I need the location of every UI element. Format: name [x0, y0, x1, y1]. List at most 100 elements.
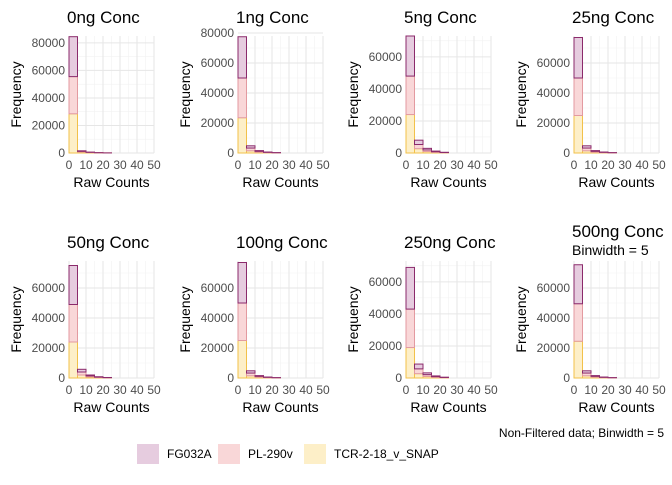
legend-swatch — [304, 444, 326, 464]
y-tick-label: 20000 — [369, 339, 403, 353]
histogram-bar — [415, 149, 424, 153]
x-tick-label: 40 — [467, 158, 481, 172]
x-tick-label: 50 — [484, 383, 498, 397]
x-tick-label: 30 — [113, 158, 127, 172]
histogram-bar — [69, 342, 78, 378]
y-tick-label: 40000 — [32, 311, 66, 325]
x-tick-label: 10 — [584, 383, 598, 397]
x-axis-title: Raw Counts — [410, 174, 486, 190]
x-tick-label: 30 — [618, 383, 632, 397]
histogram-bar — [415, 364, 424, 369]
histogram-bar — [247, 371, 256, 373]
facet-title: 0ng Conc — [67, 8, 140, 27]
x-tick-label: 10 — [416, 158, 430, 172]
histogram-bar — [406, 348, 415, 378]
histogram-bar — [423, 148, 432, 150]
x-axis-title: Raw Counts — [410, 399, 486, 415]
histogram-bar — [574, 116, 583, 154]
histogram-bar — [574, 265, 583, 304]
x-tick-label: 20 — [265, 158, 279, 172]
y-tick-label: 40000 — [537, 86, 571, 100]
histogram-bar — [247, 146, 256, 148]
x-axis-title: Raw Counts — [242, 399, 318, 415]
y-axis-title: Frequency — [513, 286, 529, 352]
x-axis-title: Raw Counts — [73, 399, 149, 415]
x-tick-label: 30 — [282, 158, 296, 172]
y-axis-title: Frequency — [8, 61, 24, 127]
x-tick-label: 10 — [416, 383, 430, 397]
x-tick-label: 0 — [403, 383, 410, 397]
x-tick-label: 50 — [316, 383, 330, 397]
x-tick-label: 10 — [248, 383, 262, 397]
y-axis-title: Frequency — [345, 286, 361, 352]
facet-subtitle: Binwidth = 5 — [572, 242, 649, 258]
histogram-bar — [432, 376, 441, 377]
legend-label: PL-290v — [248, 447, 293, 461]
x-tick-label: 20 — [265, 383, 279, 397]
x-tick-label: 50 — [316, 158, 330, 172]
x-tick-label: 40 — [467, 383, 481, 397]
histogram-bar — [69, 266, 78, 305]
histogram-bar — [574, 78, 583, 116]
histogram-bar — [69, 77, 78, 114]
x-axis-title: Raw Counts — [242, 174, 318, 190]
x-tick-label: 0 — [571, 383, 578, 397]
y-tick-label: 60000 — [369, 50, 403, 64]
histogram-bar — [238, 37, 247, 78]
x-tick-label: 10 — [584, 158, 598, 172]
x-tick-label: 30 — [450, 158, 464, 172]
y-tick-label: 40000 — [537, 311, 571, 325]
facet-title: 250ng Conc — [404, 233, 496, 252]
histogram-bar — [255, 151, 264, 152]
y-tick-label: 20000 — [201, 341, 235, 355]
x-tick-label: 40 — [130, 158, 144, 172]
y-tick-label: 40000 — [369, 82, 403, 96]
y-tick-label: 40000 — [32, 91, 66, 105]
x-tick-label: 50 — [652, 383, 666, 397]
y-tick-label: 80000 — [32, 36, 66, 50]
facet-title: 100ng Conc — [236, 233, 328, 252]
y-tick-label: 20000 — [32, 341, 66, 355]
y-tick-label: 0 — [227, 146, 234, 160]
facet-title: 1ng Conc — [236, 8, 309, 27]
x-tick-label: 30 — [450, 383, 464, 397]
y-tick-label: 0 — [227, 371, 234, 385]
legend-label: TCR-2-18_v_SNAP — [334, 447, 439, 461]
x-tick-label: 20 — [96, 158, 110, 172]
histogram-bar — [432, 151, 441, 152]
histogram-bar — [415, 140, 424, 144]
histogram-bar — [415, 369, 424, 374]
x-tick-label: 0 — [235, 383, 242, 397]
figure-caption: Non-Filtered data; Binwidth = 5 — [499, 426, 664, 440]
histogram-bar — [238, 303, 247, 341]
y-tick-label: 0 — [395, 146, 402, 160]
y-axis-title: Frequency — [345, 61, 361, 127]
y-tick-label: 60000 — [201, 56, 235, 70]
x-axis-title: Raw Counts — [578, 174, 654, 190]
y-tick-label: 40000 — [201, 86, 235, 100]
histogram-bar — [574, 38, 583, 79]
x-tick-label: 50 — [147, 383, 161, 397]
x-tick-label: 0 — [403, 158, 410, 172]
y-tick-label: 40000 — [201, 311, 235, 325]
x-tick-label: 30 — [113, 383, 127, 397]
y-axis-title: Frequency — [177, 61, 193, 127]
y-tick-label: 60000 — [32, 281, 66, 295]
y-tick-label: 0 — [563, 371, 570, 385]
x-tick-label: 40 — [635, 383, 649, 397]
x-tick-label: 30 — [282, 383, 296, 397]
x-tick-label: 0 — [66, 158, 73, 172]
facet-title: 500ng Conc — [572, 222, 664, 241]
histogram-bar — [406, 267, 415, 309]
x-axis-title: Raw Counts — [73, 174, 149, 190]
histogram-bar — [406, 76, 415, 114]
x-tick-label: 0 — [66, 383, 73, 397]
histogram-bar — [238, 78, 247, 118]
y-tick-label: 0 — [395, 371, 402, 385]
y-tick-label: 20000 — [32, 118, 66, 132]
